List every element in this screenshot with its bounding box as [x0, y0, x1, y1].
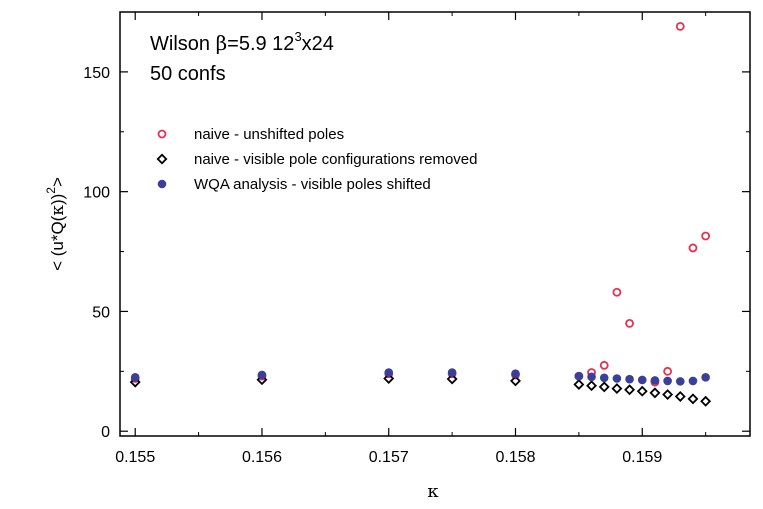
data-point	[446, 373, 458, 385]
data-point	[574, 371, 584, 381]
data-point	[573, 379, 585, 390]
data-point	[662, 389, 674, 401]
y-axis: 0 50 100 150	[83, 65, 750, 441]
data-point	[383, 373, 395, 384]
data-point	[688, 243, 698, 253]
legend-marker	[156, 153, 168, 165]
x-tick-label: 0.158	[495, 449, 535, 466]
x-tick-label: 0.156	[242, 449, 282, 466]
legend: naive - unshifted poles naive - visible p…	[156, 126, 477, 193]
data-point	[598, 381, 610, 393]
data-point	[637, 375, 647, 385]
chart-title-line1: Wilson β=5.9 123x24	[150, 29, 334, 55]
data-point	[663, 376, 672, 386]
data-point	[612, 287, 622, 297]
data-point	[625, 374, 634, 384]
legend-label: naive - visible pole configurations remo…	[194, 151, 477, 168]
data-point	[663, 366, 673, 376]
plot-frame	[119, 11, 751, 437]
data-point	[625, 319, 634, 328]
data-point	[599, 360, 609, 370]
data-point	[612, 374, 622, 383]
data-point	[650, 376, 660, 385]
data-point	[599, 373, 609, 383]
chart-title-line2: 50 confs	[150, 63, 226, 85]
x-tick-label: 0.157	[369, 449, 409, 466]
x-axis-label: κ	[427, 481, 439, 502]
x-tick-label: 0.159	[622, 449, 662, 466]
data-point	[687, 393, 699, 405]
data-point	[688, 376, 698, 386]
data-point	[636, 385, 648, 397]
y-axis-label: < (u*Q(κ))2>	[44, 177, 68, 271]
data-point	[447, 368, 457, 377]
y-tick-label: 150	[83, 65, 110, 82]
data-point	[130, 373, 140, 382]
beta-symbol: β	[216, 31, 228, 55]
x-axis: 0.155 0.156 0.157 0.158 0.159	[115, 12, 707, 466]
data-point	[256, 374, 268, 386]
data-point	[675, 377, 685, 386]
data-point	[510, 375, 521, 387]
y-tick-label: 50	[92, 304, 110, 321]
data-point	[384, 368, 394, 377]
data-point	[675, 21, 685, 31]
x-tick-label: 0.155	[115, 449, 155, 466]
data-point	[624, 384, 636, 396]
data-point	[701, 231, 711, 241]
legend-label: WQA analysis - visible poles shifted	[194, 176, 431, 193]
data-point	[587, 372, 596, 382]
data-point	[511, 369, 520, 379]
y-tick-label: 100	[83, 185, 110, 202]
legend-marker	[157, 179, 167, 189]
data-point	[257, 370, 267, 380]
legend-label: naive - unshifted poles	[194, 126, 344, 143]
data-point	[701, 373, 710, 382]
data-point	[674, 391, 686, 402]
data-point	[129, 376, 141, 388]
data-points	[129, 21, 712, 407]
legend-marker	[157, 129, 167, 139]
title-superscript: 3	[294, 29, 301, 44]
y-tick-label: 0	[101, 424, 110, 441]
data-point	[586, 380, 598, 392]
series-2	[130, 368, 710, 386]
data-point	[700, 395, 712, 407]
data-point	[611, 383, 623, 395]
series-1	[129, 373, 712, 407]
data-point	[649, 387, 661, 399]
